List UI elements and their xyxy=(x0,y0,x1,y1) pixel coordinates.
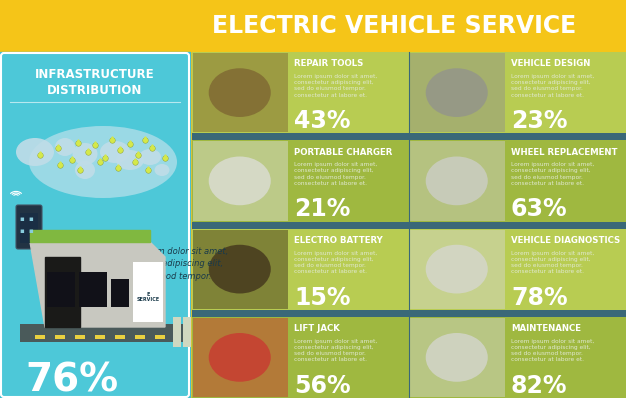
Text: Lorem ipsum dolor sit amet,
consectetur adipiscing elit,
sed do eiusmod tempor.
: Lorem ipsum dolor sit amet, consectetur … xyxy=(511,74,594,98)
Text: Lorem ipsum dolor sit amet,
consectetur adipiscing elit,
sed do eiusmod tempor.
: Lorem ipsum dolor sit amet, consectetur … xyxy=(294,162,377,186)
Text: Lorem ipsum dolor sit amet,
consectetur adipiscing elit,
sed do eiusmod tempor.
: Lorem ipsum dolor sit amet, consectetur … xyxy=(511,250,594,274)
Ellipse shape xyxy=(426,68,488,117)
Text: 63%: 63% xyxy=(511,197,568,222)
Ellipse shape xyxy=(426,333,488,382)
Ellipse shape xyxy=(426,156,488,205)
Text: ▪: ▪ xyxy=(19,228,24,234)
Bar xyxy=(192,310,626,317)
Bar xyxy=(135,335,145,339)
Text: ELECTRIC VEHICLE SERVICE: ELECTRIC VEHICLE SERVICE xyxy=(212,14,577,38)
Bar xyxy=(192,52,626,133)
Bar xyxy=(55,335,65,339)
Text: ▪: ▪ xyxy=(19,216,24,222)
Ellipse shape xyxy=(29,126,177,198)
Bar xyxy=(193,53,289,132)
Ellipse shape xyxy=(426,245,488,293)
FancyBboxPatch shape xyxy=(1,53,189,397)
Bar xyxy=(173,317,181,347)
Polygon shape xyxy=(30,242,165,327)
Text: 43%: 43% xyxy=(294,109,351,133)
Text: MAINTENANCE: MAINTENANCE xyxy=(511,324,581,333)
Ellipse shape xyxy=(139,149,161,165)
Text: Lorem ipsum dolor sit amet,
consectetur adipiscing elit,
sed do eiusmod tempor.: Lorem ipsum dolor sit amet, consectetur … xyxy=(110,247,228,281)
Ellipse shape xyxy=(55,138,75,156)
Bar xyxy=(95,335,105,339)
Text: LIFT JACK: LIFT JACK xyxy=(294,324,340,333)
Text: VEHICLE DESIGN: VEHICLE DESIGN xyxy=(511,59,590,68)
Ellipse shape xyxy=(208,156,271,205)
Ellipse shape xyxy=(16,138,54,166)
Bar xyxy=(183,317,191,347)
Text: Lorem ipsum dolor sit amet,
consectetur adipiscing elit,
sed do eiusmod tempor.
: Lorem ipsum dolor sit amet, consectetur … xyxy=(511,162,594,186)
Bar xyxy=(155,335,165,339)
Ellipse shape xyxy=(25,323,179,341)
Bar xyxy=(47,272,75,307)
Bar xyxy=(0,52,190,398)
Bar xyxy=(35,335,45,339)
Text: E
SERVICE: E SERVICE xyxy=(136,292,160,302)
Bar xyxy=(192,133,626,140)
Bar xyxy=(410,53,505,132)
Bar xyxy=(410,141,505,220)
Ellipse shape xyxy=(208,245,271,293)
Ellipse shape xyxy=(75,161,95,179)
Text: 76%: 76% xyxy=(25,361,118,398)
Text: Lorem ipsum dolor sit amet,
consectetur adipiscing elit,
sed do eiusmod tempor.
: Lorem ipsum dolor sit amet, consectetur … xyxy=(294,339,377,362)
Bar xyxy=(75,335,85,339)
Bar xyxy=(79,272,107,307)
Bar xyxy=(192,228,626,310)
Ellipse shape xyxy=(100,141,130,163)
Text: Lorem ipsum dolor sit amet,
consectetur adipiscing elit,
sed do eiusmod tempor.
: Lorem ipsum dolor sit amet, consectetur … xyxy=(294,250,377,274)
Bar xyxy=(193,230,289,309)
Text: 82%: 82% xyxy=(511,374,568,398)
Ellipse shape xyxy=(116,150,144,170)
Text: PORTABLE CHARGER: PORTABLE CHARGER xyxy=(294,148,393,157)
Bar xyxy=(0,0,626,52)
Text: 23%: 23% xyxy=(511,109,568,133)
Bar xyxy=(20,213,38,243)
Text: 56%: 56% xyxy=(294,374,351,398)
Text: Lorem ipsum dolor sit amet,
consectetur adipiscing elit,
sed do eiusmod tempor.
: Lorem ipsum dolor sit amet, consectetur … xyxy=(511,339,594,362)
Text: 15%: 15% xyxy=(294,286,351,310)
Ellipse shape xyxy=(73,143,98,165)
Polygon shape xyxy=(45,257,80,327)
Ellipse shape xyxy=(155,164,170,176)
Text: 21%: 21% xyxy=(294,197,351,222)
Text: ELECTRO BATTERY: ELECTRO BATTERY xyxy=(294,236,382,245)
Bar xyxy=(193,318,289,397)
Bar xyxy=(20,324,185,342)
Text: ▪: ▪ xyxy=(29,228,33,234)
Text: WHEEL REPLACEMENT: WHEEL REPLACEMENT xyxy=(511,148,617,157)
Bar xyxy=(192,317,626,398)
Bar xyxy=(410,318,505,397)
Bar xyxy=(192,140,626,222)
Polygon shape xyxy=(30,230,150,242)
Bar xyxy=(111,279,129,307)
Bar xyxy=(193,141,289,220)
Bar xyxy=(133,262,163,322)
Text: Lorem ipsum dolor sit amet,
consectetur adipiscing elit,
sed do eiusmod tempor.
: Lorem ipsum dolor sit amet, consectetur … xyxy=(294,74,377,98)
Text: REPAIR TOOLS: REPAIR TOOLS xyxy=(294,59,363,68)
Bar xyxy=(115,335,125,339)
Ellipse shape xyxy=(208,68,271,117)
FancyBboxPatch shape xyxy=(16,205,42,249)
Text: INFRASTRUCTURE
DISTRIBUTION: INFRASTRUCTURE DISTRIBUTION xyxy=(35,68,155,96)
Bar xyxy=(192,222,626,228)
Bar xyxy=(410,230,505,309)
Text: ▪: ▪ xyxy=(29,216,33,222)
Text: 78%: 78% xyxy=(511,286,568,310)
Ellipse shape xyxy=(208,333,271,382)
Text: VEHICLE DIAGNOSTICS: VEHICLE DIAGNOSTICS xyxy=(511,236,620,245)
